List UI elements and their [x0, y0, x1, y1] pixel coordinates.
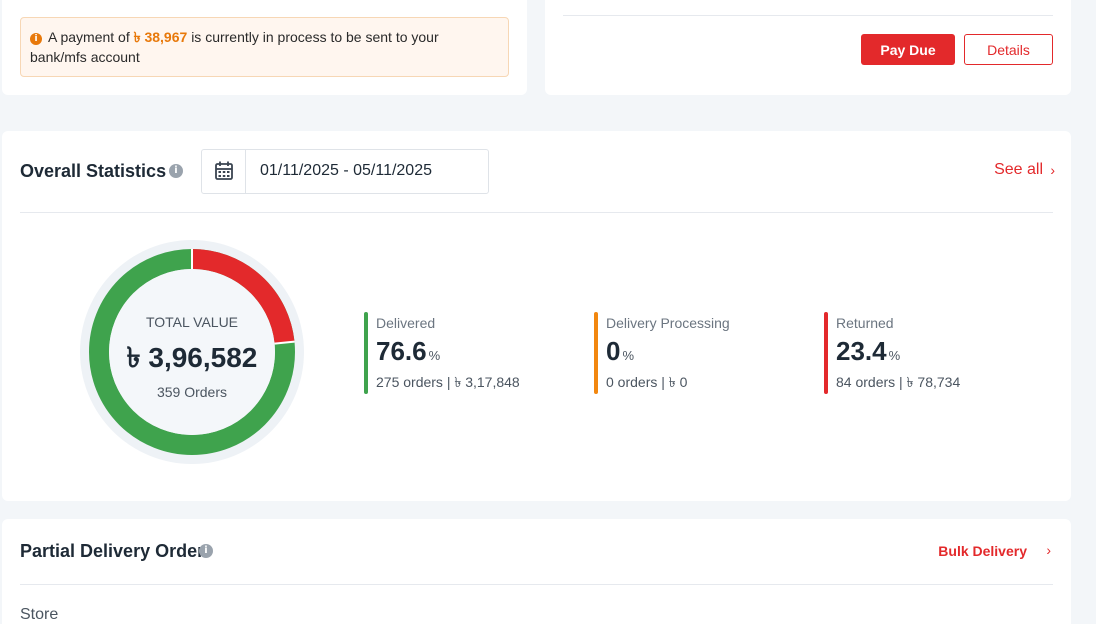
metric-percent: 23.4%	[836, 336, 901, 366]
due-card: Pay Due Details	[545, 0, 1071, 95]
metric-bar	[824, 312, 828, 394]
divider	[20, 212, 1053, 213]
date-range-value[interactable]: 01/11/2025 - 05/11/2025	[260, 162, 432, 179]
metric-label: Delivered	[376, 315, 436, 331]
metric-label: Returned	[836, 315, 894, 331]
donut-center-text: TOTAL VALUE ৳ 3,96,582 359 Orders	[78, 238, 306, 466]
divider	[20, 584, 1053, 585]
divider	[563, 15, 1053, 16]
payment-notice: i A payment of ৳ 38,967 is currently in p…	[20, 17, 509, 77]
metric-percent: 76.6%	[376, 336, 441, 366]
date-range-picker[interactable]: 01/11/2025 - 05/11/2025	[201, 149, 489, 194]
metric-bar	[364, 312, 368, 394]
donut-center	[109, 269, 275, 435]
total-value-label: TOTAL VALUE	[145, 314, 239, 330]
statistics-card: Overall Statistics i 01/11/2025 - 05/11/…	[2, 131, 1071, 501]
pay-due-button[interactable]: Pay Due	[861, 34, 955, 65]
details-button[interactable]: Details	[964, 34, 1053, 65]
partial-delivery-info-icon[interactable]: i	[199, 544, 213, 558]
chevron-right-icon[interactable]: ›	[1046, 542, 1051, 558]
bulk-delivery-link[interactable]: Bulk Delivery	[938, 543, 1027, 559]
metric-delivered: Delivered 76.6% 275 orders | ৳ 3,17,848	[364, 312, 564, 394]
statistics-info-icon[interactable]: i	[169, 164, 183, 178]
total-value-donut	[80, 240, 304, 464]
see-all-link[interactable]: See all	[994, 161, 1043, 178]
info-icon: i	[30, 33, 42, 45]
calendar-icon[interactable]	[202, 150, 246, 193]
notice-text-after: is currently in process to be sent to yo…	[30, 29, 439, 65]
notice-text-before: A payment of	[48, 29, 130, 45]
donut-returned-arc	[191, 249, 295, 344]
total-value-amount: ৳ 3,96,582	[126, 342, 258, 373]
payment-card: i A payment of ৳ 38,967 is currently in p…	[2, 0, 527, 95]
metric-summary: 84 orders | ৳ 78,734	[836, 374, 961, 390]
payment-amount: ৳ 38,967	[133, 29, 188, 45]
partial-delivery-card: Partial Delivery Order i Bulk Delivery ›…	[2, 519, 1071, 624]
metric-returned: Returned 23.4% 84 orders | ৳ 78,734	[824, 312, 1024, 394]
statistics-title: Overall Statistics	[20, 161, 167, 181]
metric-summary: 0 orders | ৳ 0	[606, 374, 688, 390]
metric-bar	[594, 312, 598, 394]
donut-separator	[274, 340, 295, 345]
store-label: Store	[20, 606, 59, 623]
metric-percent: 0%	[606, 336, 635, 366]
metric-delivery-processing: Delivery Processing 0% 0 orders | ৳ 0	[594, 312, 794, 394]
metric-summary: 275 orders | ৳ 3,17,848	[376, 374, 520, 390]
metric-label: Delivery Processing	[606, 315, 730, 331]
chevron-right-icon[interactable]: ›	[1050, 162, 1055, 178]
total-orders-count: 359 Orders	[156, 384, 228, 400]
partial-delivery-title: Partial Delivery Order	[20, 541, 205, 561]
